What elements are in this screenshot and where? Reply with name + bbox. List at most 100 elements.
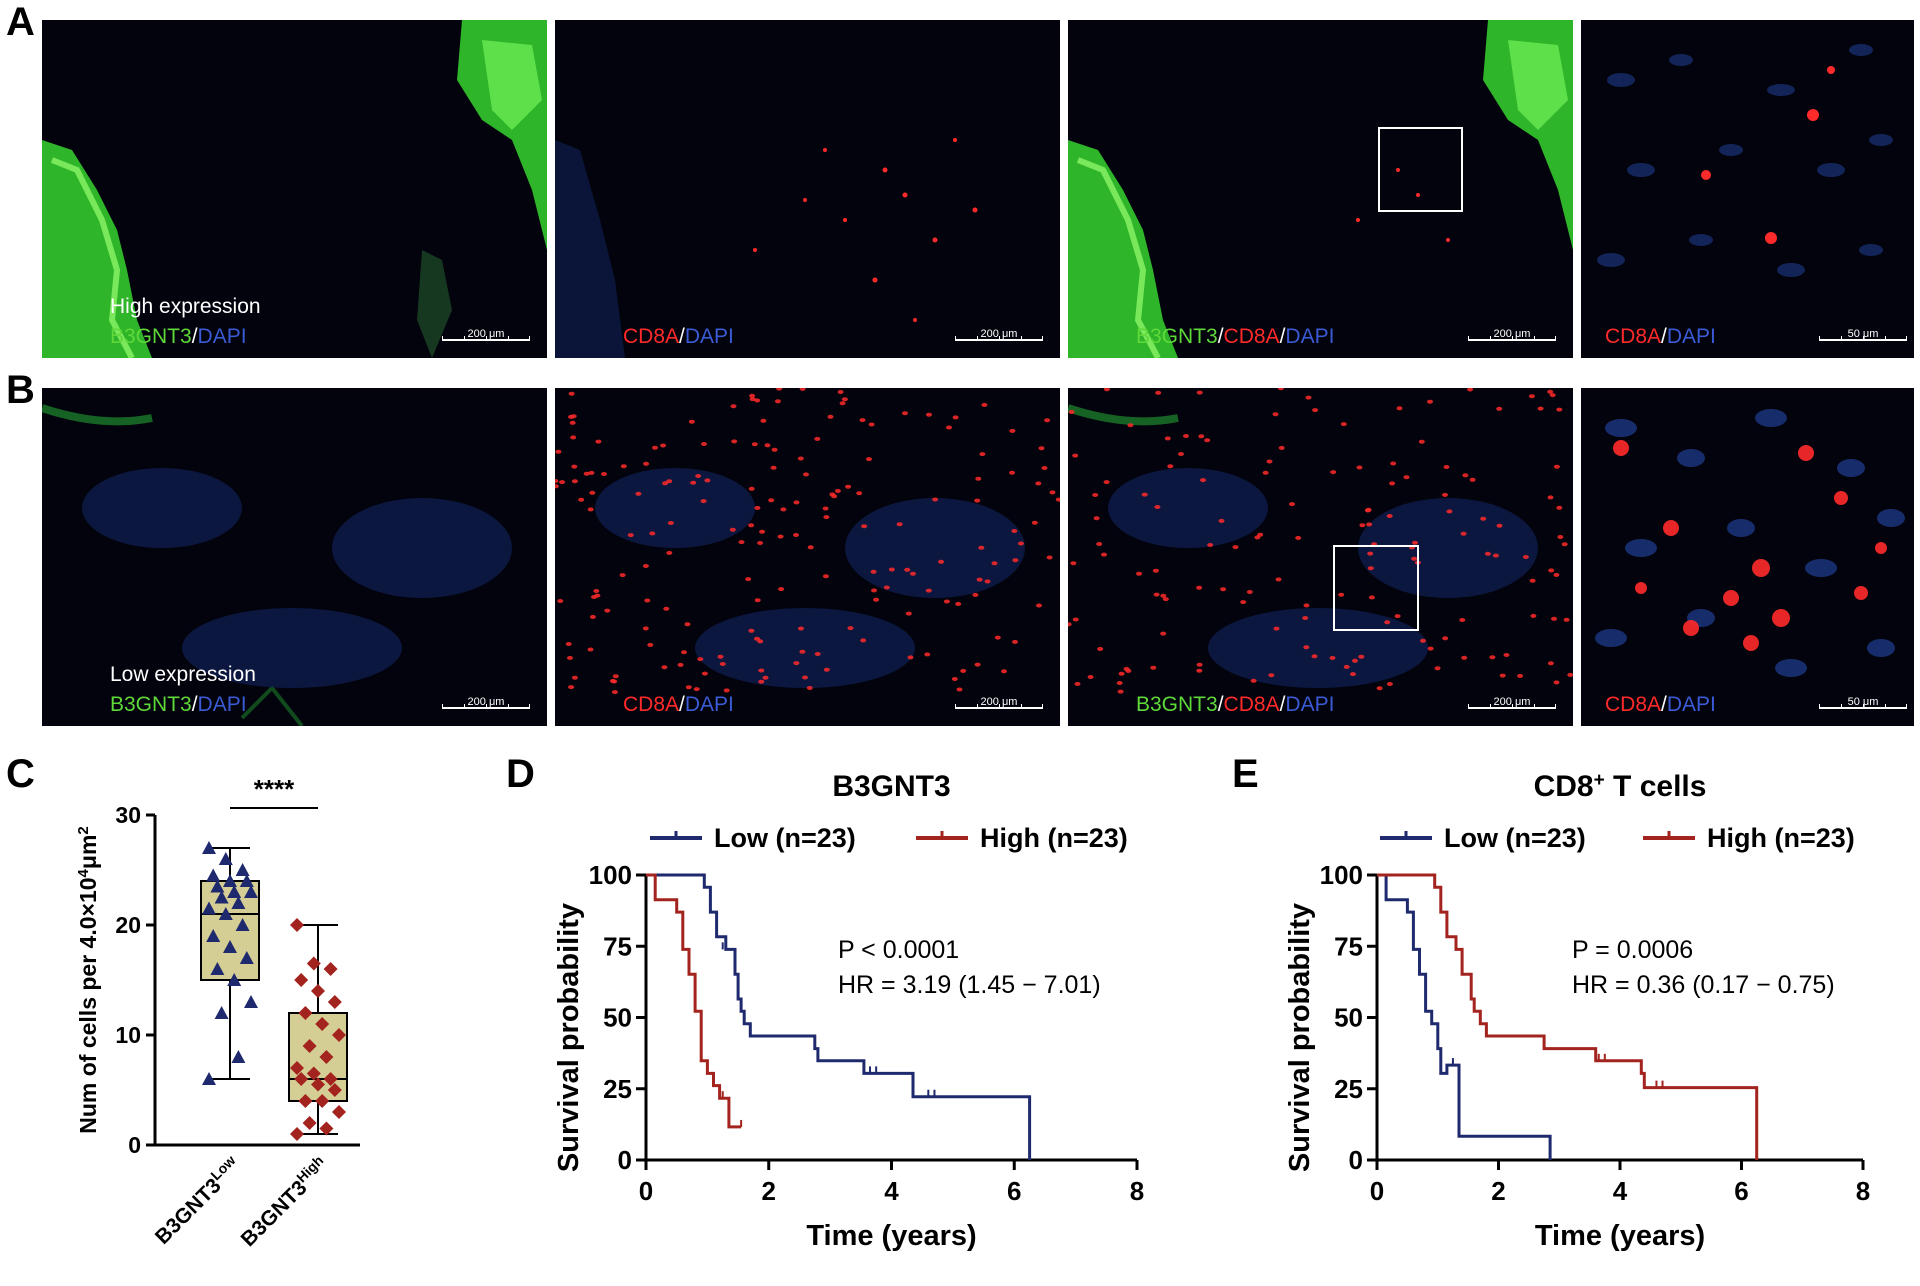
panel-label-a: A [6, 0, 35, 44]
cd8-cell [1499, 673, 1506, 678]
y-tick-label: 0 [128, 1132, 141, 1158]
y-axis-label: Survival probability [1284, 903, 1316, 1172]
box-plot-cell-counts: 0 10 20 30 Num of cells per 4.0×104μm2 B3GNT3… [75, 774, 360, 1251]
cd8-cell [1303, 603, 1310, 608]
cd8-cell [1250, 678, 1257, 683]
cd8-cell [1207, 543, 1214, 547]
cd8-cell [1469, 477, 1476, 482]
legend-label: High (n=23) [980, 823, 1128, 853]
survival-curve [646, 873, 742, 1129]
cd8-cell [1462, 473, 1469, 478]
cd8-cell [754, 636, 760, 641]
cd8-cell [777, 534, 784, 539]
cd8-cell [1011, 529, 1018, 533]
cd8-cell [870, 569, 877, 574]
cd8-cell [612, 674, 619, 679]
cd8-cell [1480, 516, 1487, 521]
cd8-cell [1012, 639, 1018, 644]
cd8-cell [1018, 541, 1024, 546]
stain-part: / [679, 693, 685, 716]
cd8-cell [1196, 585, 1203, 590]
cd8-cell [620, 464, 627, 469]
cd8-cell [571, 479, 578, 484]
scale-bar: 50 μm [1819, 328, 1907, 344]
cd8-cell [729, 527, 736, 532]
cd8-cell [946, 425, 952, 430]
significance-label: **** [254, 774, 295, 804]
cd8-cell [1167, 464, 1174, 469]
stain-part: / [1279, 325, 1286, 348]
cd8-cell [719, 662, 726, 666]
cd8-cell [1200, 478, 1206, 483]
cd8-cell [1220, 587, 1227, 592]
cd8-cell [1198, 434, 1205, 439]
data-point [227, 973, 242, 986]
legend-label: High (n=23) [1707, 823, 1855, 853]
data-point [319, 1121, 334, 1136]
cd8-cell [611, 690, 618, 695]
cd8-cell [688, 419, 695, 424]
data-point [315, 1094, 330, 1108]
cd8-cell [748, 523, 755, 528]
hazard-ratio-label: HR = 0.36 (0.17 − 0.75) [1572, 971, 1835, 999]
panel-label-c: C [6, 752, 35, 796]
cd8-cell [1352, 658, 1358, 663]
panel-label-b: B [6, 368, 35, 412]
cd8-cell [667, 521, 674, 525]
cd8-cell [569, 420, 576, 425]
data-point [302, 1116, 317, 1130]
cd8-cell [643, 461, 650, 466]
data-point [306, 956, 321, 971]
cd8-cell [1152, 568, 1159, 573]
cd8-cell [1547, 661, 1554, 666]
data-point [302, 1039, 317, 1053]
cd8-cell [1041, 466, 1048, 470]
cd8-cell [984, 579, 991, 584]
data-point [202, 841, 216, 854]
cd8-cell [701, 671, 708, 676]
cd8-cell [745, 577, 752, 582]
cd8-cell [1196, 662, 1203, 667]
stain-part: DAPI [197, 325, 247, 348]
cd8-cell [604, 608, 611, 613]
cd8-cell [924, 652, 931, 657]
cd8-cell [1386, 682, 1393, 686]
cd8-cell [723, 688, 730, 693]
stain-part: DAPI [684, 693, 734, 716]
legend-label: Low (n=23) [714, 823, 856, 853]
cd8-cell [1442, 492, 1448, 497]
cd8-cell [1553, 680, 1560, 685]
cd8-cell [883, 585, 890, 590]
cd8-cell [1459, 618, 1466, 622]
panel-label-e: E [1232, 752, 1259, 796]
y-tick-label: 0 [1349, 1145, 1363, 1175]
tissue-image [1597, 44, 1893, 277]
cd8-cell [847, 626, 854, 631]
cd8-cell [559, 480, 566, 485]
stain-part: CD8A [623, 693, 680, 716]
cd8-cell [1302, 616, 1309, 620]
cd8-cell [749, 397, 756, 402]
cd8-cell [649, 531, 656, 536]
cd8-cell [758, 679, 765, 684]
cd8-cell [859, 418, 866, 423]
cd8-cell [555, 449, 562, 454]
scale-bar: 200 μm [955, 696, 1043, 712]
cd8-cell [873, 597, 880, 602]
y-axis-label: Survival probability [553, 903, 585, 1172]
stain-part: B3GNT3 [1136, 325, 1218, 348]
cd8-cell [1246, 590, 1253, 594]
cd8-cell [684, 622, 691, 627]
cd8-cell [823, 515, 830, 520]
cd8-cell [1376, 686, 1383, 691]
tissue-image [42, 20, 547, 358]
cd8-cell [555, 479, 559, 483]
cd8-cell [1553, 572, 1560, 577]
cd8-cell [693, 687, 700, 692]
cd8-cell [1070, 561, 1077, 566]
data-point [332, 1028, 346, 1042]
cd8-cell [974, 662, 981, 667]
cd8-cell [1329, 655, 1336, 660]
stain-part: CD8A [623, 325, 680, 348]
cd8-cell [1118, 671, 1125, 676]
